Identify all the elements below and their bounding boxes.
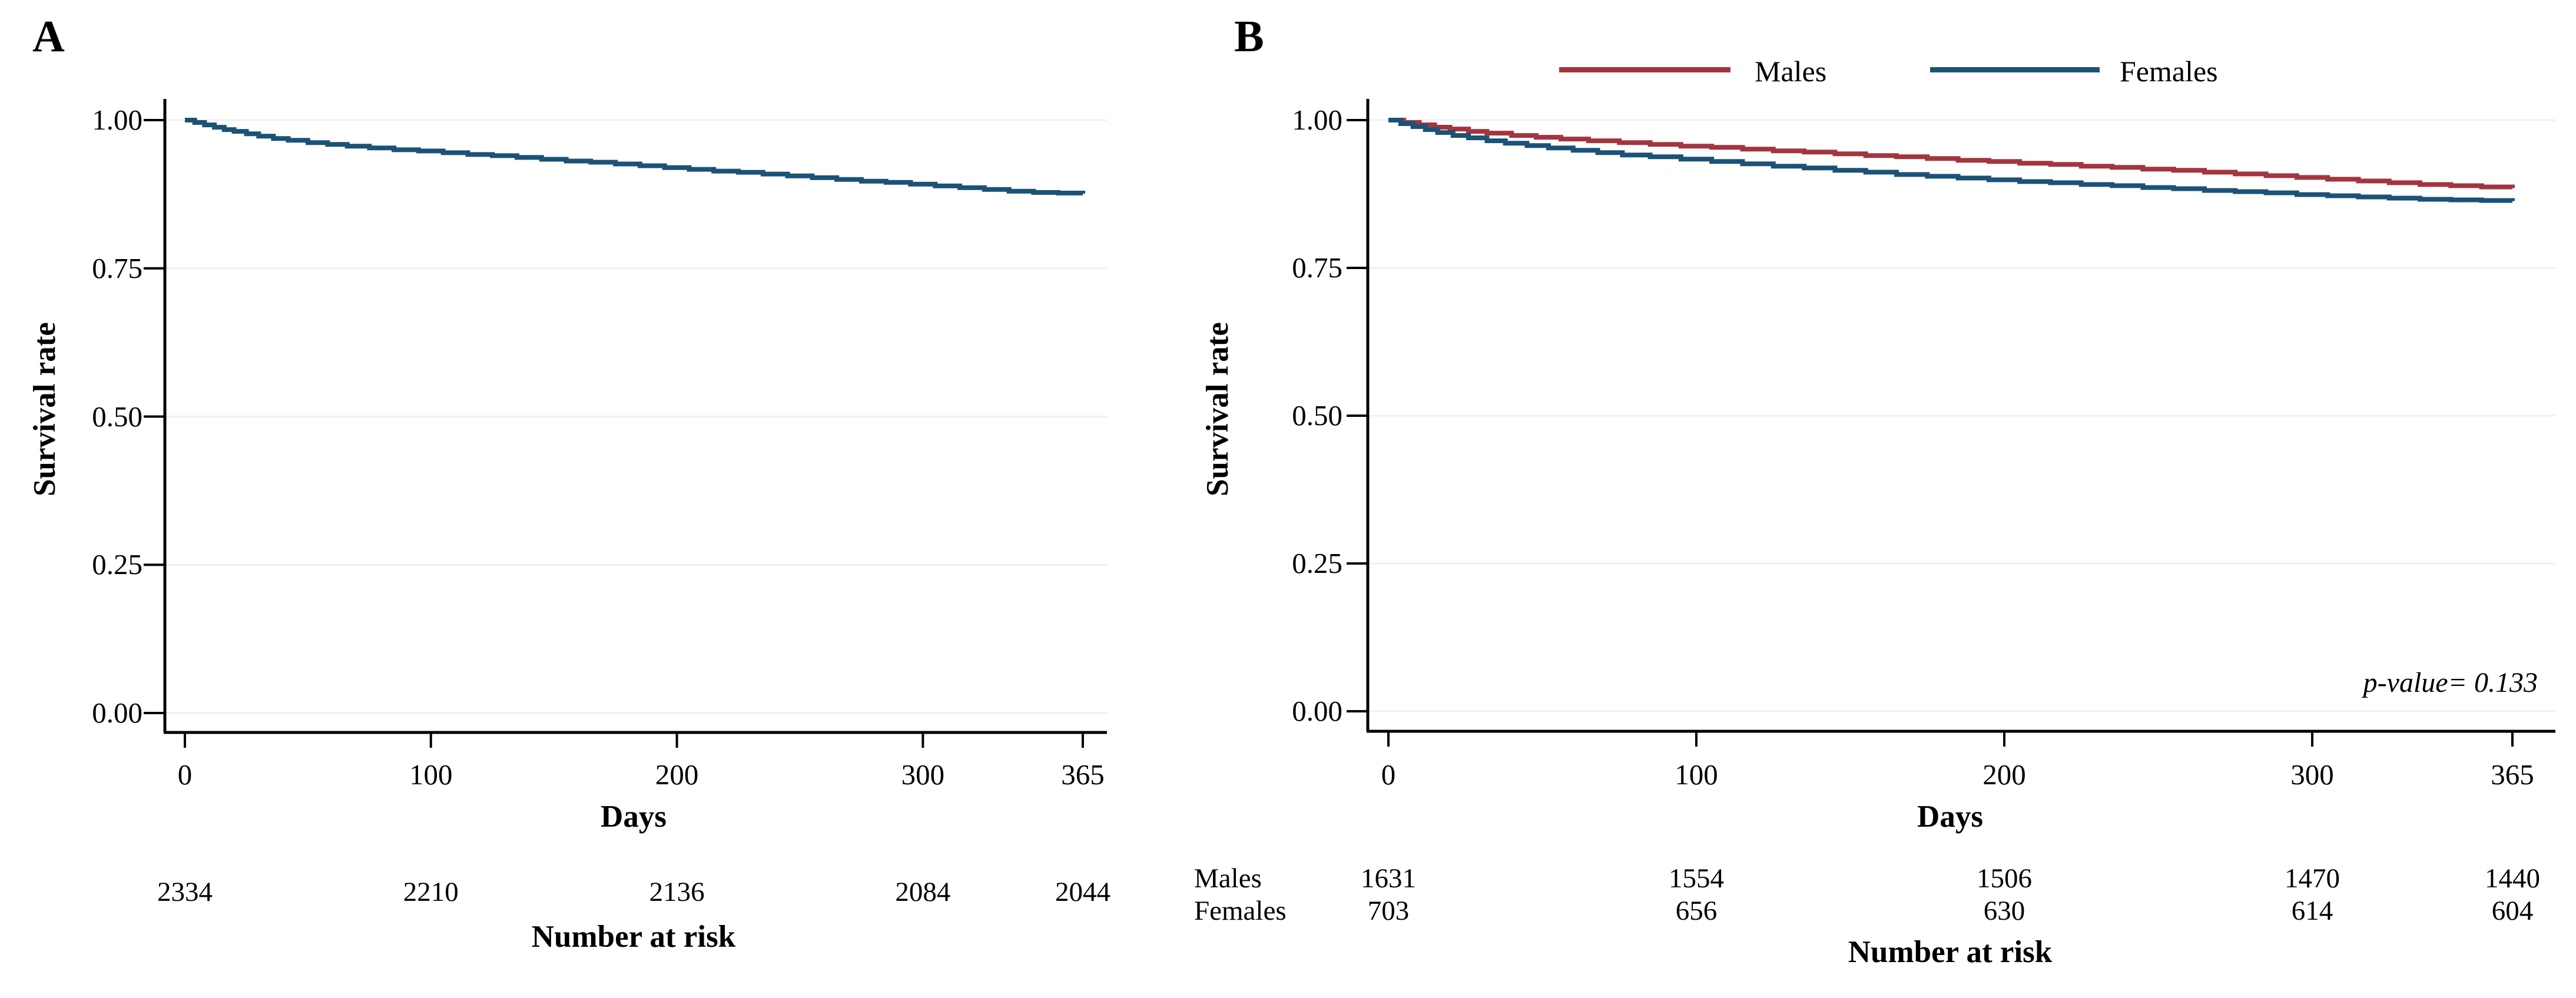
panel-b-x-tick-label: 0 [1381,758,1396,791]
panel-b-risk-value: 630 [1983,896,2025,926]
panel-a-x-tick-label: 300 [901,758,945,791]
panel-b-risk-value: 1440 [2485,863,2540,894]
panel-b-risk-value: 614 [2291,896,2333,926]
females-legend-label: Females [2120,55,2218,88]
panel-a-x-axis-title: Days [601,800,667,834]
panel-b-curve-males [1388,118,2515,190]
panel-b-risk-value: 703 [1367,896,1410,926]
panel-a-y-tick-label: 0.25 [92,548,142,581]
panel-a-x-tick-label: 0 [177,758,193,791]
panel-a-x-tick-label: 200 [655,758,699,791]
panel-a-risk-value: 2084 [895,877,951,907]
panel-b-risk-value: 1554 [1669,863,1724,894]
panel-a-y-tick-label: 0.75 [92,251,142,284]
panel-a-number-at-risk-title: Number at risk [531,920,736,954]
panel-b-x-tick-label: 300 [2290,758,2334,791]
p-value-annotation: p-value= 0.133 [2363,667,2538,698]
panel-a-x-tick-label: 100 [409,758,453,791]
panel-b-y-tick-label: 0.00 [1292,695,1342,727]
panel-b-risk-value: 1470 [2285,863,2340,894]
panel-b-y-tick-label: 0.50 [1292,399,1342,432]
panel-b-y-tick-label: 0.25 [1292,547,1342,579]
panel-a-y-tick-label: 1.00 [92,104,142,136]
panel-a-y-tick-label: 0.00 [92,697,142,729]
panel-b-x-axis-title: Days [1917,800,1983,834]
panel-a-curve-overall [185,118,1085,195]
panel-b-y-tick-label: 0.75 [1292,251,1342,284]
panel-a-x-tick-label: 365 [1061,758,1105,791]
panel-b-risk-row-label: Males [1194,863,1262,894]
panel-b-number-at-risk-title: Number at risk [1848,935,2053,969]
panel-b-y-tick-label: 1.00 [1292,104,1342,136]
panel-b-risk-value: 656 [1675,896,1718,926]
panel-b-risk-row-label: Females [1194,896,1287,926]
panel-b-risk-value: 1506 [1977,863,2033,894]
panel-a-risk-value: 2136 [649,877,705,907]
males-legend-line [1559,67,1730,72]
panel-a-letter: A [32,12,65,61]
panel-b-letter: B [1234,12,1264,61]
panel-b-risk-value: 604 [2491,896,2534,926]
panel-a-risk-value: 2210 [403,877,459,907]
panel-a-y-tick-label: 0.50 [92,400,142,433]
panel-a-risk-value: 2044 [1055,877,1110,907]
panel-a-risk-value: 2334 [157,877,213,907]
females-legend-line [1930,67,2100,72]
panel-b-x-tick-label: 200 [1982,758,2026,791]
panel-b-x-tick-label: 365 [2491,758,2534,791]
panel-b-x-tick-label: 100 [1675,758,1718,791]
panel-b-curve-females [1388,118,2515,203]
males-legend-label: Males [1755,55,1827,88]
panel-b-risk-value: 1631 [1361,863,1416,894]
